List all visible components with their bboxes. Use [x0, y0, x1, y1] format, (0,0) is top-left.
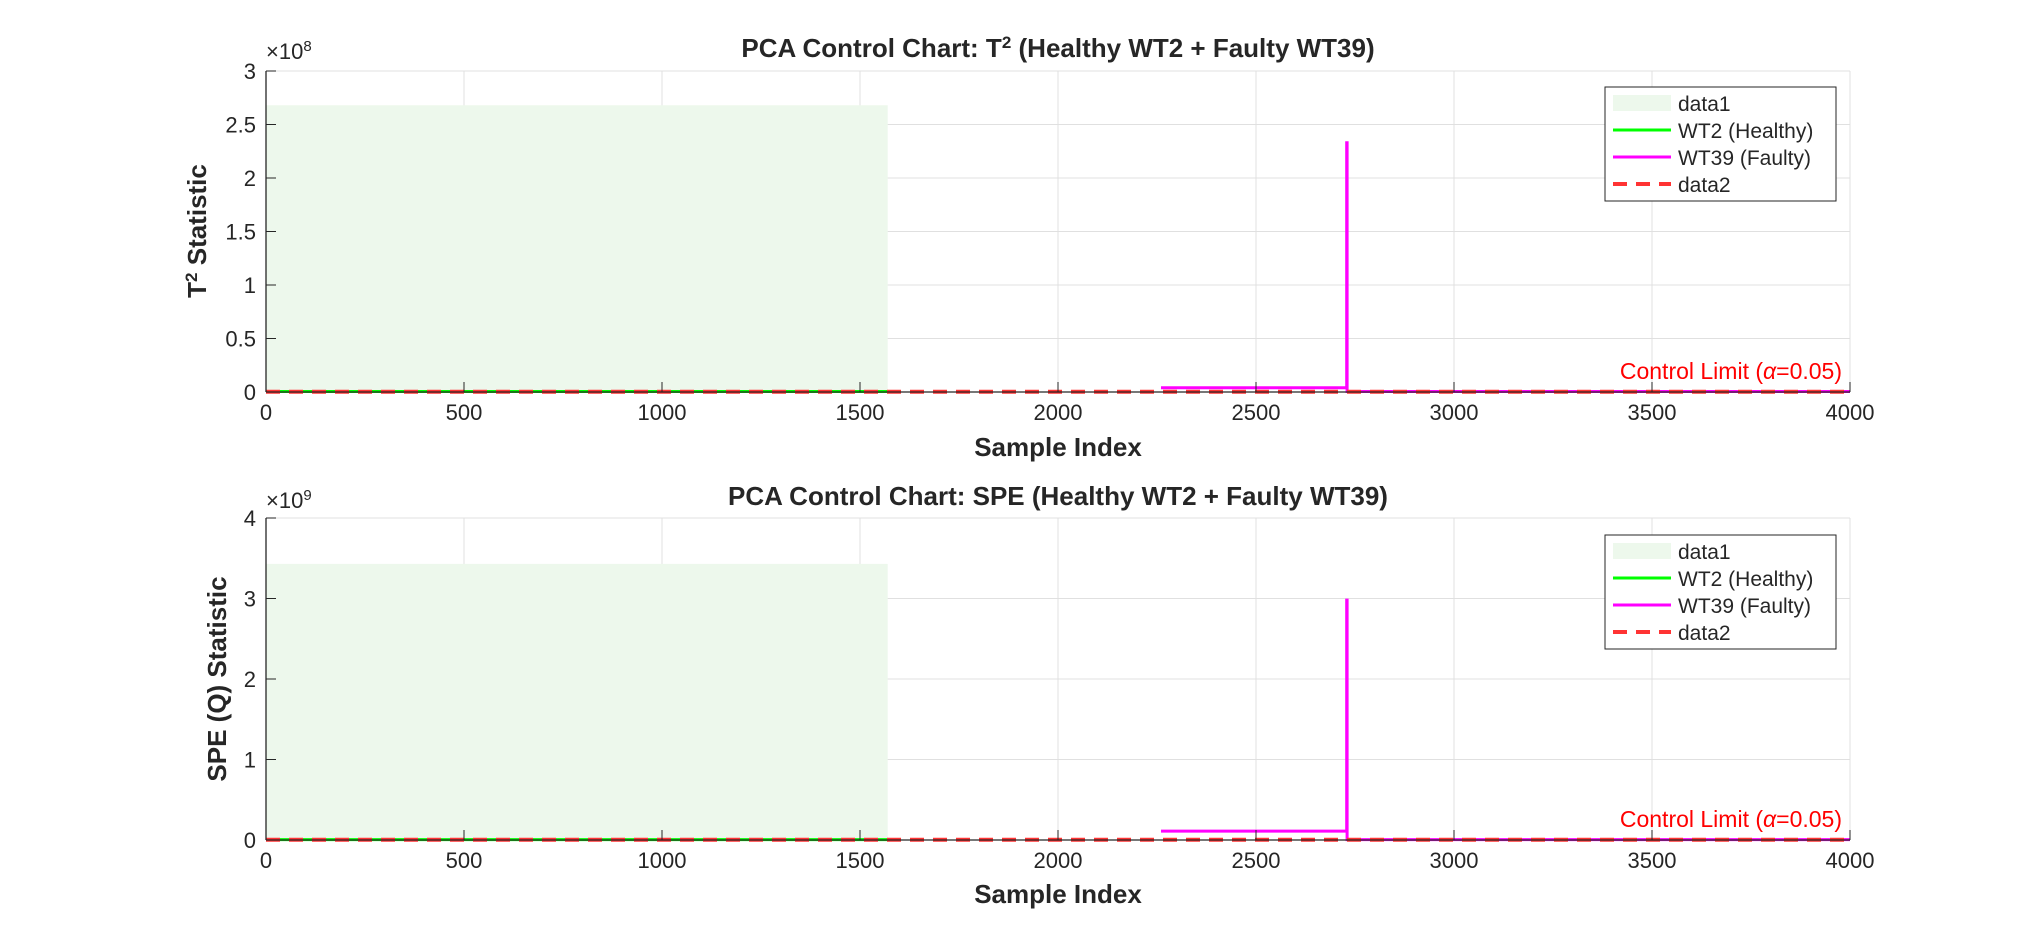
t2-y-tick-label-5: 2.5 — [225, 113, 256, 138]
t2-x-tick-label-2: 1000 — [638, 400, 687, 425]
t2-y-tick-label-1: 0.5 — [225, 327, 256, 352]
spe-y-axis-label: SPE (Q) Statistic — [202, 576, 232, 781]
t2-x-tick-label-6: 3000 — [1430, 400, 1479, 425]
t2-chart-panel: 0 500 1000 1500 2000 2500 3000 3500 4000 0 0.5 1 1.5… — [182, 33, 1875, 463]
spe-ticks: 0 500 1000 1500 2000 2500 3000 3500 4000 0 1 2 3 4 — [244, 506, 1875, 873]
spe-y-exponent: ×109 — [266, 487, 312, 514]
spe-x-tick-label-8: 4000 — [1826, 848, 1875, 873]
t2-legend-label-data1: data1 — [1678, 93, 1731, 116]
t2-x-tick-label-0: 0 — [260, 400, 272, 425]
spe-y-tick-label-4: 4 — [244, 506, 256, 531]
spe-legend-label-faulty: WT39 (Faulty) — [1678, 595, 1811, 618]
spe-y-tick-label-0: 0 — [244, 828, 256, 853]
t2-x-tick-label-5: 2500 — [1232, 400, 1281, 425]
t2-y-exponent: ×108 — [266, 38, 312, 65]
t2-legend-label-data2: data2 — [1678, 174, 1731, 197]
t2-legend-swatch-data1 — [1613, 95, 1671, 111]
spe-legend-label-healthy: WT2 (Healthy) — [1678, 568, 1813, 591]
spe-control-limit-label: Control Limit (α=0.05) — [1620, 806, 1842, 832]
t2-y-axis-label: T2 Statistic — [182, 164, 213, 298]
spe-x-tick-label-3: 1500 — [836, 848, 885, 873]
t2-y-tick-label-0: 0 — [244, 380, 256, 405]
t2-x-tick-label-7: 3500 — [1628, 400, 1677, 425]
t2-x-axis-label: Sample Index — [974, 432, 1142, 462]
t2-y-tick-label-4: 2 — [244, 166, 256, 191]
spe-y-tick-label-1: 1 — [244, 748, 256, 773]
spe-legend: data1 WT2 (Healthy) WT39 (Faulty) data2 — [1604, 534, 1837, 650]
spe-x-axis-label: Sample Index — [974, 879, 1142, 909]
spe-healthy-region — [266, 563, 888, 840]
spe-x-tick-label-6: 3000 — [1430, 848, 1479, 873]
spe-x-tick-label-2: 1000 — [638, 848, 687, 873]
spe-chart-title: PCA Control Chart: SPE (Healthy WT2 + Fa… — [728, 481, 1388, 511]
t2-chart-title: PCA Control Chart: T2 (Healthy WT2 + Fau… — [741, 33, 1374, 64]
t2-control-limit-label: Control Limit (α=0.05) — [1620, 358, 1842, 384]
t2-y-tick-label-3: 1.5 — [225, 220, 256, 245]
spe-legend-swatch-data1 — [1613, 543, 1671, 559]
t2-legend: data1 WT2 (Healthy) WT39 (Faulty) data2 — [1604, 86, 1837, 202]
spe-x-tick-label-0: 0 — [260, 848, 272, 873]
spe-x-tick-label-1: 500 — [446, 848, 483, 873]
spe-y-tick-label-2: 2 — [244, 667, 256, 692]
spe-x-tick-label-7: 3500 — [1628, 848, 1677, 873]
spe-legend-label-data2: data2 — [1678, 622, 1731, 645]
t2-y-tick-label-2: 1 — [244, 273, 256, 298]
t2-legend-label-faulty: WT39 (Faulty) — [1678, 147, 1811, 170]
t2-x-tick-label-4: 2000 — [1034, 400, 1083, 425]
t2-ticks: 0 500 1000 1500 2000 2500 3000 3500 4000 0 0.5 1 1.5… — [225, 59, 1874, 425]
t2-y-tick-label-6: 3 — [244, 59, 256, 84]
t2-x-tick-label-1: 500 — [446, 400, 483, 425]
spe-x-tick-label-4: 2000 — [1034, 848, 1083, 873]
spe-y-tick-label-3: 3 — [244, 587, 256, 612]
t2-x-tick-label-8: 4000 — [1826, 400, 1875, 425]
t2-x-tick-label-3: 1500 — [836, 400, 885, 425]
spe-legend-label-data1: data1 — [1678, 541, 1731, 564]
t2-healthy-region — [266, 105, 888, 393]
t2-legend-label-healthy: WT2 (Healthy) — [1678, 120, 1813, 143]
spe-x-tick-label-5: 2500 — [1232, 848, 1281, 873]
spe-chart-panel: 0 500 1000 1500 2000 2500 3000 3500 4000 0 1 2 3 4 PC… — [202, 481, 1874, 909]
